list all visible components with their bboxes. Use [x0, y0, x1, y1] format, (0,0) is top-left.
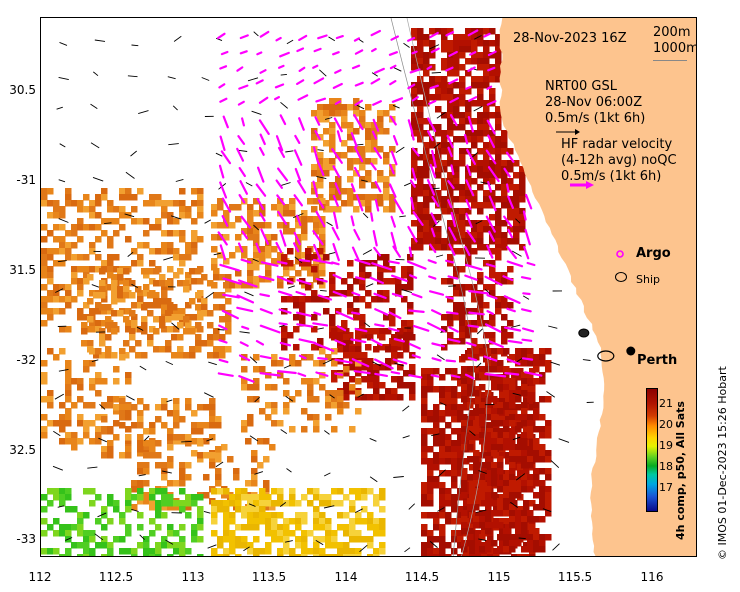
- y-tick-label: 32.5: [9, 443, 36, 457]
- isobath-label-1000m: 1000m: [653, 41, 697, 56]
- ship-track-marker: [578, 328, 590, 338]
- colorbar-title: 4h comp, p50, All Sats: [674, 401, 687, 540]
- colorbar-tick-17: 17: [659, 481, 673, 494]
- model-scale-arrow: [556, 129, 580, 135]
- argo-legend-label: Argo: [636, 246, 671, 261]
- radar-scale-arrow: [570, 181, 594, 189]
- markers: [578, 328, 636, 362]
- x-tick-label: 112.5: [98, 570, 134, 584]
- radar-block-line-1: HF radar velocity: [561, 137, 673, 152]
- x-tick-label: 112: [28, 570, 52, 584]
- map-frame[interactable]: 28-Nov-2023 16Z 200m 1000m NRT00 GSL 28-…: [40, 17, 697, 557]
- argo-legend-marker: [616, 250, 624, 258]
- ship-legend-label: Ship: [636, 273, 660, 286]
- colorbar-tick-20: 20: [659, 418, 673, 431]
- perth-city-marker: [626, 346, 636, 356]
- y-tick-label: 30.5: [9, 83, 36, 97]
- city-label-perth: Perth: [637, 353, 678, 368]
- ship-legend-marker: [615, 272, 627, 282]
- x-tick-label: 115: [487, 570, 511, 584]
- x-tick-label: 114.5: [404, 570, 440, 584]
- radar-block-line-2: (4-12h avg) noQC: [561, 153, 677, 168]
- copyright-label: © IMOS 01-Dec-2023 15:26 Hobart: [716, 366, 729, 560]
- x-tick-label: 116: [640, 570, 664, 584]
- model-current-arrows: [52, 31, 594, 553]
- date-label: 28-Nov-2023 16Z: [513, 31, 627, 46]
- colorbar: [646, 388, 658, 512]
- ship-track-marker: [597, 350, 615, 362]
- y-tick-label: 31.5: [9, 263, 36, 277]
- sst-map[interactable]: [41, 18, 697, 557]
- y-tick-label: -33: [16, 532, 36, 546]
- x-tick-label: 113: [181, 570, 205, 584]
- isobath-label-200m: 200m: [653, 25, 691, 40]
- colorbar-tick-18: 18: [659, 460, 673, 473]
- x-tick-label: 113.5: [251, 570, 287, 584]
- y-tick-label: -31: [16, 173, 36, 187]
- x-tick-label: 114: [334, 570, 358, 584]
- hf-radar-arrows: [217, 29, 543, 383]
- radar-block-line-3: 0.5m/s (1kt 6h): [561, 169, 662, 184]
- model-block-line-1: NRT00 GSL: [545, 79, 617, 94]
- colorbar-tick-19: 19: [659, 439, 673, 452]
- y-tick-label: -32: [16, 353, 36, 367]
- model-block-line-3: 0.5m/s (1kt 6h): [545, 111, 646, 126]
- model-block-line-2: 28-Nov 06:00Z: [545, 95, 643, 110]
- colorbar-tick-21: 21: [659, 397, 673, 410]
- x-tick-label: 115.5: [557, 570, 593, 584]
- isobath-label-line: [653, 60, 687, 61]
